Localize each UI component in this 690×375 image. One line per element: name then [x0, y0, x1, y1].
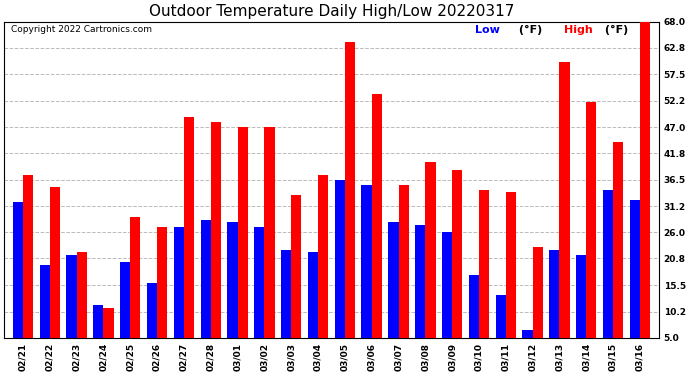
Bar [228, 222, 237, 338]
Bar [157, 227, 167, 338]
Bar [104, 308, 114, 338]
Bar [522, 330, 533, 338]
Bar [372, 94, 382, 338]
Bar [254, 227, 264, 338]
Bar [495, 295, 506, 338]
Bar [362, 185, 372, 338]
Bar [442, 232, 452, 338]
Bar [603, 190, 613, 338]
Bar [93, 305, 104, 338]
Bar [399, 185, 408, 338]
Bar [630, 200, 640, 338]
Bar [345, 42, 355, 338]
Bar [12, 202, 23, 338]
Bar [576, 255, 586, 338]
Bar [264, 127, 275, 338]
Title: Outdoor Temperature Daily High/Low 20220317: Outdoor Temperature Daily High/Low 20220… [149, 4, 514, 19]
Bar [506, 192, 516, 338]
Bar [640, 22, 650, 338]
Text: (°F): (°F) [515, 25, 542, 35]
Bar [388, 222, 399, 338]
Bar [452, 170, 462, 338]
Bar [281, 250, 291, 338]
Bar [560, 62, 570, 338]
Text: Copyright 2022 Cartronics.com: Copyright 2022 Cartronics.com [11, 25, 152, 34]
Bar [77, 252, 87, 338]
Bar [533, 248, 543, 338]
Bar [184, 117, 194, 338]
Text: (°F): (°F) [601, 25, 629, 35]
Bar [479, 190, 489, 338]
Bar [308, 252, 318, 338]
Bar [291, 195, 302, 338]
Bar [130, 217, 141, 338]
Bar [120, 262, 130, 338]
Bar [415, 225, 425, 338]
Bar [586, 102, 596, 338]
Bar [39, 265, 50, 338]
Bar [201, 220, 210, 338]
Bar [23, 175, 33, 338]
Bar [318, 175, 328, 338]
Text: High: High [564, 25, 593, 35]
Bar [50, 187, 60, 338]
Bar [335, 180, 345, 338]
Bar [66, 255, 77, 338]
Bar [613, 142, 623, 338]
Bar [469, 275, 479, 338]
Bar [210, 122, 221, 338]
Bar [425, 162, 435, 338]
Text: Low: Low [475, 25, 500, 35]
Bar [549, 250, 560, 338]
Bar [174, 227, 184, 338]
Bar [237, 127, 248, 338]
Bar [147, 282, 157, 338]
